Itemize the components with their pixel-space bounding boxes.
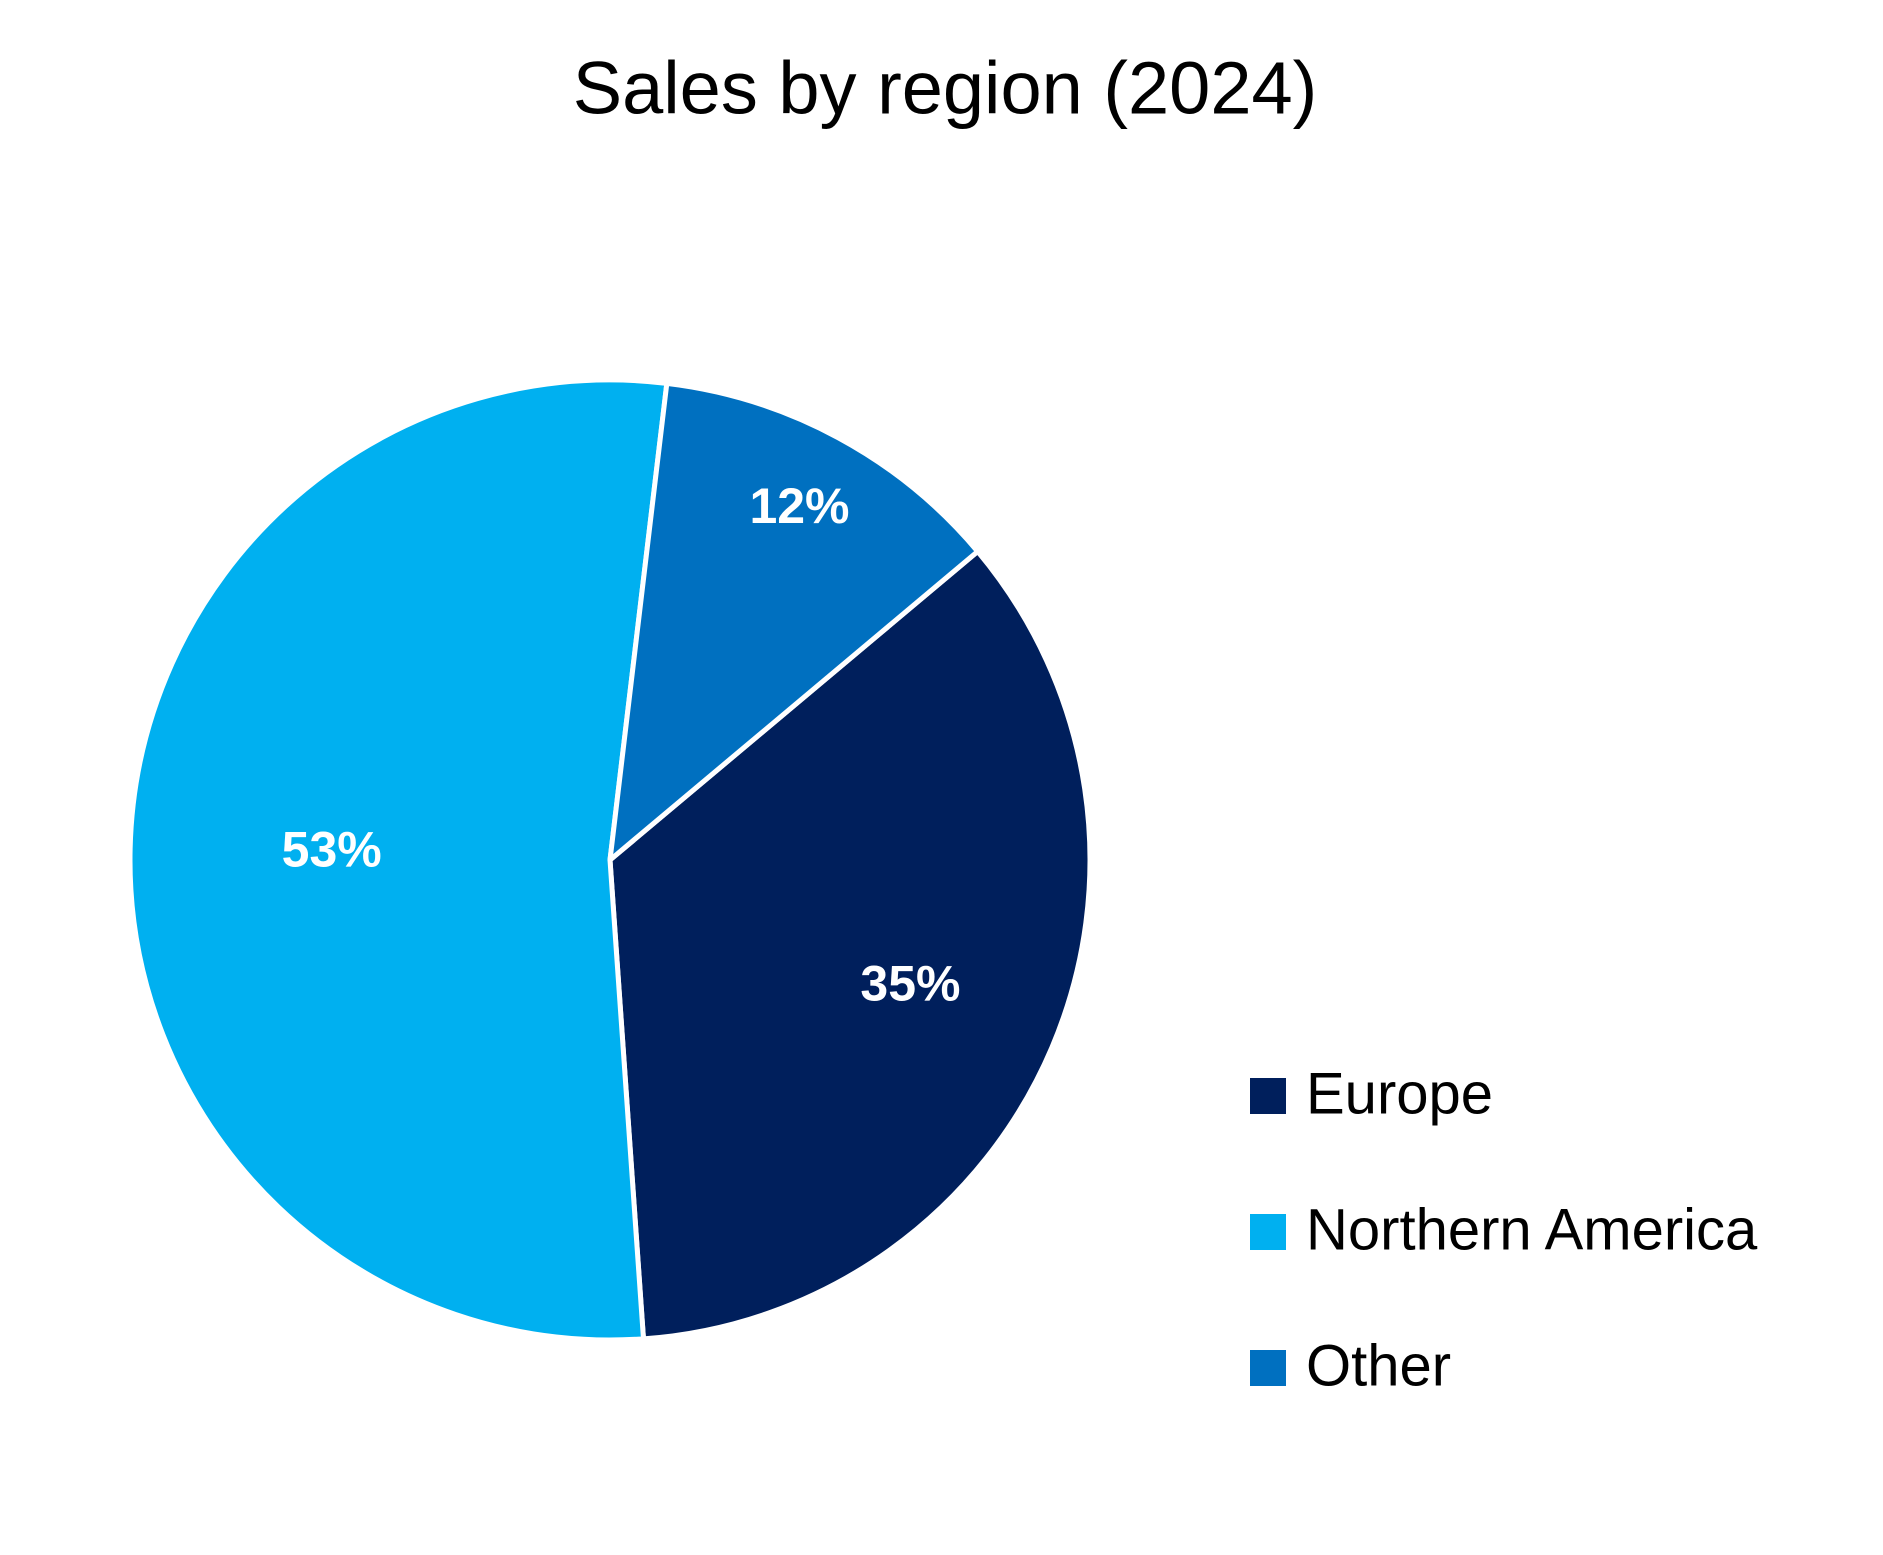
legend-label: Europe: [1306, 1061, 1493, 1126]
legend-swatch: [1250, 1078, 1286, 1114]
pie-slice: [607, 380, 981, 863]
legend-swatch: [1250, 1350, 1286, 1386]
data-label: 12%: [749, 478, 849, 534]
data-label: 35%: [860, 956, 960, 1012]
legend-label: Northern America: [1306, 1197, 1758, 1262]
data-label: 53%: [282, 821, 382, 877]
chart-title: Sales by region (2024): [573, 47, 1318, 130]
pie-slice: [127, 377, 670, 1343]
pie-slice: [607, 548, 1093, 1342]
legend-label: Other: [1306, 1333, 1451, 1398]
legend-swatch: [1250, 1214, 1286, 1250]
